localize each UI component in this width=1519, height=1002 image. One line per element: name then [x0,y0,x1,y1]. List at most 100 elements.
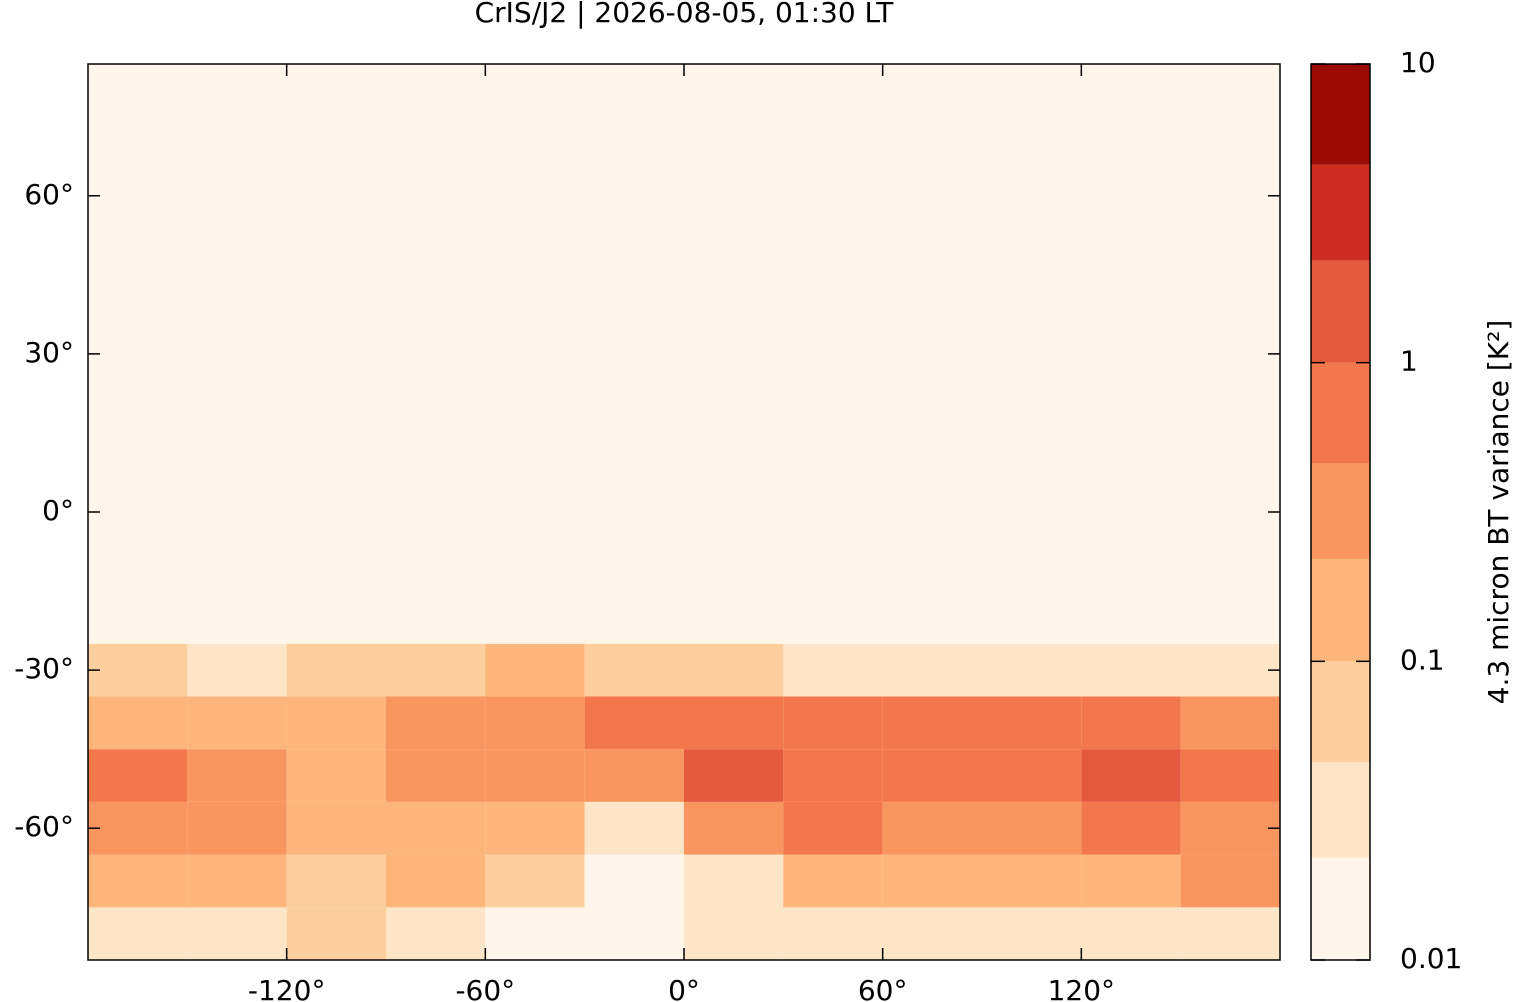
heat-cell [1180,696,1280,750]
x-tick-label: -60° [455,974,515,1002]
heat-cell [584,907,684,960]
colorbar-band [1311,857,1370,960]
heat-cell [783,854,883,908]
heat-cell [1081,749,1181,802]
colorbar-band [1311,260,1370,363]
heat-cell [187,749,287,802]
heat-cell [1081,64,1181,644]
heat-cell [684,749,784,802]
heat-cell [684,643,784,697]
y-tick-label: -30° [14,652,74,685]
heat-cell [783,696,883,750]
heat-cell [684,854,784,908]
heat-cell [187,696,287,750]
heat-cell [982,749,1082,802]
heat-cell [485,907,585,960]
heat-cell [584,801,684,855]
heat-cell [286,696,386,750]
colorbar-tick-label: 1 [1400,345,1418,378]
heat-cell [286,643,386,697]
heat-cell [386,643,486,697]
heat-cell [1180,643,1280,697]
heat-cell [386,749,486,802]
heat-cell [88,749,188,802]
heat-cell [286,801,386,855]
heat-cell [1180,801,1280,855]
heat-cell [684,801,784,855]
heat-cell [882,696,982,750]
x-tick-label: 120° [1048,974,1115,1002]
heat-cell [286,749,386,802]
heat-cell [187,854,287,908]
heat-cell [1180,907,1280,960]
heat-cell [982,907,1082,960]
heat-cell [982,854,1082,908]
heat-cell [485,64,585,644]
heat-cell [882,643,982,697]
heat-cell [982,696,1082,750]
colorbar-frame [1310,63,1371,961]
heat-cell [485,696,585,750]
heat-cell [1180,854,1280,908]
colorbar-band [1311,64,1370,165]
heat-cell [1081,907,1181,960]
heat-cell [1081,801,1181,855]
heat-cell [88,854,188,908]
heat-cell [1180,64,1280,644]
heat-cell [882,64,982,644]
heat-cell [187,907,287,960]
heat-cell [684,907,784,960]
heat-cell [982,643,1082,697]
colorbar-tick-label: 0.01 [1400,942,1462,975]
x-tick-label: 0° [668,974,700,1002]
heat-cell [684,696,784,750]
colorbar-band [1311,463,1370,560]
heat-cell [187,801,287,855]
heat-cell [187,64,287,644]
heat-cell [485,854,585,908]
x-tick-label: 60° [858,974,908,1002]
heat-cell [386,907,486,960]
heat-cell [386,854,486,908]
heat-cell [485,801,585,855]
heat-cell [584,643,684,697]
heat-cell [88,64,188,644]
heat-cell [584,696,684,750]
heat-cell [882,801,982,855]
heat-cell [286,907,386,960]
heat-cell [783,907,883,960]
heat-cell [286,854,386,908]
heat-cell [485,749,585,802]
colorbar-band [1311,559,1370,662]
heat-cell [1180,749,1280,802]
colorbar-band [1311,362,1370,464]
chart-title: CrIS/J2 | 2026-08-05, 01:30 LT [475,0,895,29]
colorbar-band [1311,661,1370,763]
heat-cell [783,643,883,697]
y-tick-label: 60° [24,178,74,211]
heat-cell [783,801,883,855]
heat-cell [684,64,784,644]
heat-cell [882,907,982,960]
heat-cell [386,64,486,644]
heat-cell [187,643,287,697]
heat-cell [982,801,1082,855]
colorbar-label: 4.3 micron BT variance [K²] [1482,320,1515,705]
heat-cell [1081,854,1181,908]
heat-cell [584,749,684,802]
colorbar-tick-label: 0.1 [1400,643,1445,676]
y-tick-label: -60° [14,810,74,843]
heat-cell [783,64,883,644]
heat-cell [88,907,188,960]
heat-cell [882,749,982,802]
colorbar-band [1311,164,1370,261]
heat-cell [882,854,982,908]
x-tick-label: -120° [248,974,326,1002]
heat-cell [386,696,486,750]
heat-cell [584,64,684,644]
heat-cell [88,801,188,855]
colorbar-band [1311,762,1370,858]
heat-cell [386,801,486,855]
